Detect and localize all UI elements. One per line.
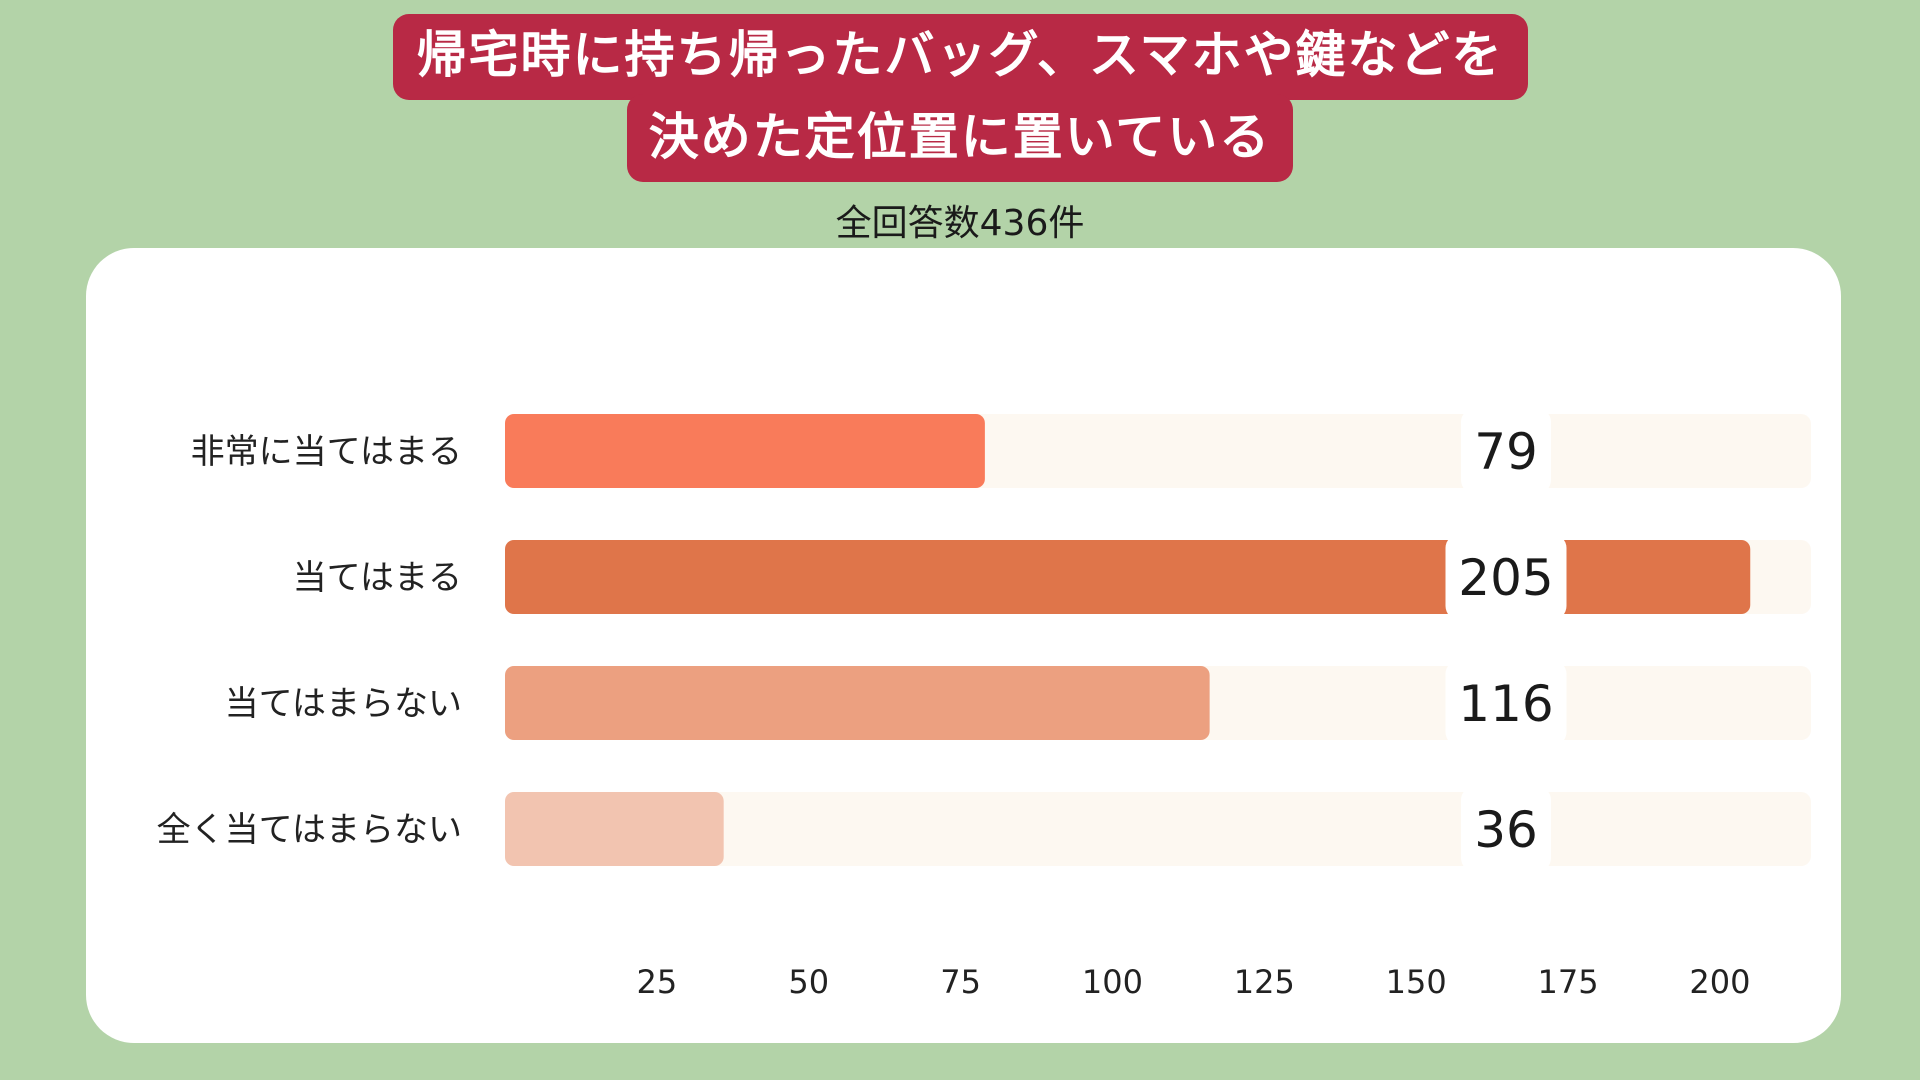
x-tick-label-5: 150 [1386,963,1447,1001]
bar-0 [505,414,985,488]
x-tick-label-0: 25 [637,963,678,1001]
bar-1 [505,540,1751,614]
chart-title-line-1: 帰宅時に持ち帰ったバッグ、スマホや鍵などを [392,14,1528,100]
value-label-3: 36 [1474,801,1538,859]
bar-2 [505,666,1210,740]
x-tick-label-4: 125 [1234,963,1295,1001]
category-label-2: 当てはまらない [225,684,462,724]
value-label-bg-1 [1445,534,1567,620]
chart-card: 非常に当てはまる 79 当てはまる 205 当てはまらない 116 全く当てはまらない 36 2… [86,248,1841,1043]
value-label-0: 79 [1474,423,1538,481]
category-label-1: 当てはまる [293,558,462,598]
x-tick-label-2: 75 [940,963,981,1001]
category-label-3: 全く当てはまらない [157,810,462,850]
chart-subtitle: 全回答数436件 [835,203,1085,244]
value-label-bg-2 [1445,660,1567,746]
chart-title: 帰宅時に持ち帰ったバッグ、スマホや鍵などを 決めた定位置に置いている [0,14,1920,182]
value-label-bg-3 [1461,786,1551,872]
value-label-bg-0 [1461,408,1551,494]
x-tick-label-3: 100 [1082,963,1143,1001]
x-tick-label-7: 200 [1689,963,1750,1001]
x-tick-label-1: 50 [788,963,829,1001]
bar-3 [505,792,724,866]
chart-title-line-2: 決めた定位置に置いている [626,94,1294,182]
value-label-1: 205 [1458,549,1553,607]
bar-chart: 非常に当てはまる 79 当てはまる 205 当てはまらない 116 全く当てはまらない 36 2… [157,408,1811,1001]
x-tick-label-6: 175 [1537,963,1598,1001]
value-label-2: 116 [1458,675,1553,733]
category-label-0: 非常に当てはまる [191,432,462,472]
